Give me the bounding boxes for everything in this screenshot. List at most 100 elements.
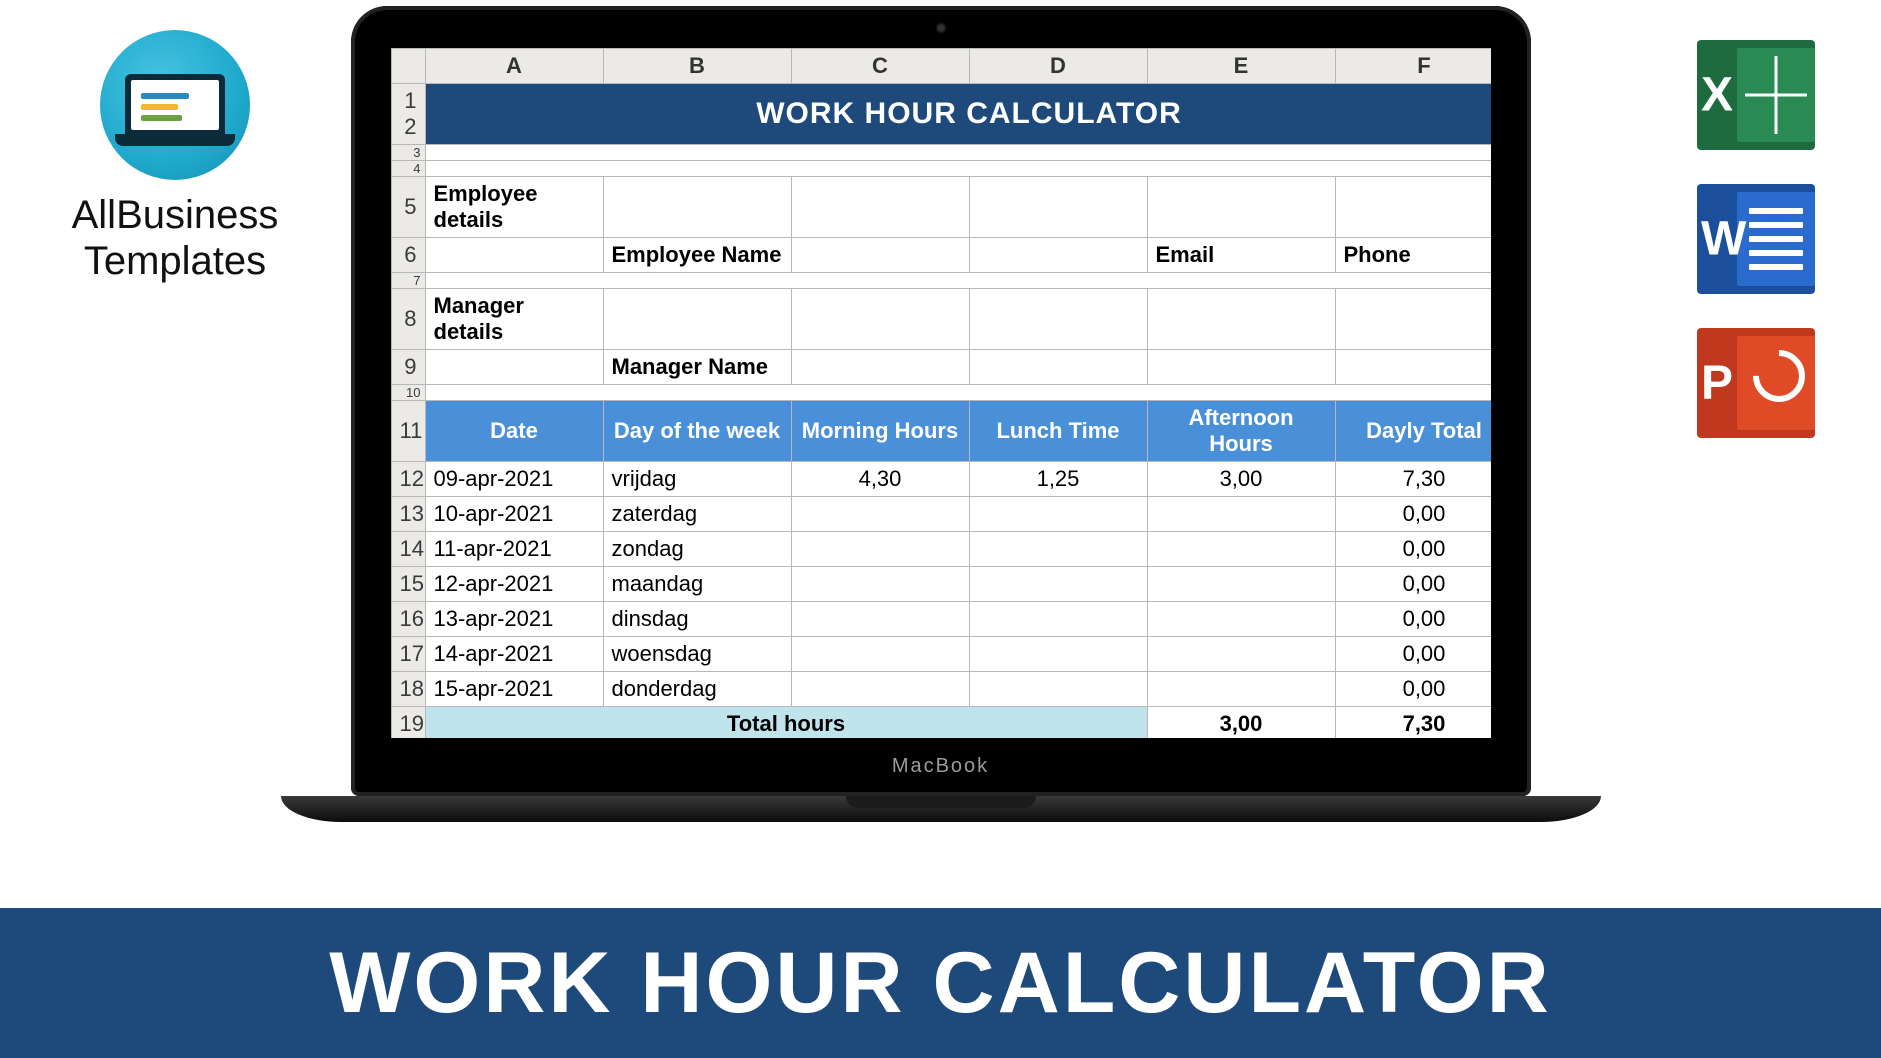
cell-morning[interactable]: [791, 672, 969, 707]
cell-lunch[interactable]: [969, 497, 1147, 532]
cell[interactable]: [791, 238, 969, 273]
row-9[interactable]: 9: [391, 350, 425, 385]
sheet-title[interactable]: WORK HOUR CALCULATOR: [425, 84, 1491, 145]
cell-day[interactable]: donderdag: [603, 672, 791, 707]
cell[interactable]: [1335, 289, 1491, 350]
cell-date[interactable]: 15-apr-2021: [425, 672, 603, 707]
cell-morning[interactable]: [791, 637, 969, 672]
cell-lunch[interactable]: 1,25: [969, 462, 1147, 497]
cell-afternoon[interactable]: [1147, 672, 1335, 707]
cell[interactable]: [603, 289, 791, 350]
cell[interactable]: [1147, 350, 1335, 385]
cell-morning[interactable]: [791, 497, 969, 532]
row-17[interactable]: 17: [391, 637, 425, 672]
cell-afternoon[interactable]: [1147, 532, 1335, 567]
cell-day[interactable]: zaterdag: [603, 497, 791, 532]
cell-date[interactable]: 14-apr-2021: [425, 637, 603, 672]
th-morning[interactable]: Morning Hours: [791, 401, 969, 462]
table-row[interactable]: 1815-apr-2021donderdag 0,00: [391, 672, 1491, 707]
cell-total[interactable]: 7,30: [1335, 462, 1491, 497]
cell-total[interactable]: 0,00: [1335, 497, 1491, 532]
cell[interactable]: [1147, 177, 1335, 238]
th-afternoon[interactable]: Afternoon Hours: [1147, 401, 1335, 462]
employee-name-label[interactable]: Employee Name: [603, 238, 791, 273]
col-D[interactable]: D: [969, 49, 1147, 84]
table-row[interactable]: 1411-apr-2021zondag0,00: [391, 532, 1491, 567]
table-row[interactable]: 1310-apr-2021zaterdag 0,00: [391, 497, 1491, 532]
row-19[interactable]: 19: [391, 707, 425, 739]
row-10[interactable]: 10: [391, 385, 425, 401]
col-F[interactable]: F: [1335, 49, 1491, 84]
cell-date[interactable]: 10-apr-2021: [425, 497, 603, 532]
cell[interactable]: [969, 238, 1147, 273]
cell[interactable]: [425, 350, 603, 385]
cell[interactable]: [425, 385, 1491, 401]
th-total[interactable]: Dayly Total: [1335, 401, 1491, 462]
cell-total[interactable]: 0,00: [1335, 672, 1491, 707]
cell-date[interactable]: 13-apr-2021: [425, 602, 603, 637]
table-row[interactable]: 1209-apr-2021vrijdag4,301,253,007,30: [391, 462, 1491, 497]
cell-date[interactable]: 12-apr-2021: [425, 567, 603, 602]
th-day[interactable]: Day of the week: [603, 401, 791, 462]
cell[interactable]: [425, 238, 603, 273]
cell-day[interactable]: woensdag: [603, 637, 791, 672]
row-7[interactable]: 7: [391, 273, 425, 289]
col-C[interactable]: C: [791, 49, 969, 84]
table-row[interactable]: 1714-apr-2021woensdag 0,00: [391, 637, 1491, 672]
cell-afternoon[interactable]: [1147, 602, 1335, 637]
row-13[interactable]: 13: [391, 497, 425, 532]
row-1[interactable]: 1 2: [391, 84, 425, 145]
cell-lunch[interactable]: [969, 532, 1147, 567]
cell[interactable]: [1147, 289, 1335, 350]
cell-afternoon[interactable]: [1147, 637, 1335, 672]
cell-date[interactable]: 09-apr-2021: [425, 462, 603, 497]
cell[interactable]: [969, 350, 1147, 385]
cell-morning[interactable]: [791, 567, 969, 602]
col-B[interactable]: B: [603, 49, 791, 84]
email-label[interactable]: Email: [1147, 238, 1335, 273]
total-daily[interactable]: 7,30: [1335, 707, 1491, 739]
column-header-row[interactable]: A B C D E F: [391, 49, 1491, 84]
col-A[interactable]: A: [425, 49, 603, 84]
row-5[interactable]: 5: [391, 177, 425, 238]
cell-day[interactable]: dinsdag: [603, 602, 791, 637]
row-6[interactable]: 6: [391, 238, 425, 273]
cell-afternoon[interactable]: [1147, 497, 1335, 532]
cell-morning[interactable]: 4,30: [791, 462, 969, 497]
row-16[interactable]: 16: [391, 602, 425, 637]
cell[interactable]: [969, 177, 1147, 238]
cell-day[interactable]: maandag: [603, 567, 791, 602]
row-15[interactable]: 15: [391, 567, 425, 602]
cell[interactable]: [1335, 177, 1491, 238]
cell-morning[interactable]: [791, 532, 969, 567]
row-18[interactable]: 18: [391, 672, 425, 707]
table-row[interactable]: 1512-apr-2021maandag 0,00: [391, 567, 1491, 602]
row-11[interactable]: 11: [391, 401, 425, 462]
cell-afternoon[interactable]: 3,00: [1147, 462, 1335, 497]
cell[interactable]: [425, 161, 1491, 177]
cell-lunch[interactable]: [969, 602, 1147, 637]
row-14[interactable]: 14: [391, 532, 425, 567]
manager-section-label[interactable]: Manager details: [425, 289, 603, 350]
cell-total[interactable]: 0,00: [1335, 637, 1491, 672]
cell[interactable]: [791, 289, 969, 350]
spreadsheet[interactable]: A B C D E F 1 2 WORK HOUR CALCULATOR: [391, 48, 1491, 738]
cell-lunch[interactable]: [969, 672, 1147, 707]
cell[interactable]: [791, 177, 969, 238]
total-afternoon[interactable]: 3,00: [1147, 707, 1335, 739]
manager-name-label[interactable]: Manager Name: [603, 350, 791, 385]
col-E[interactable]: E: [1147, 49, 1335, 84]
cell-day[interactable]: zondag: [603, 532, 791, 567]
cell-lunch[interactable]: [969, 567, 1147, 602]
cell[interactable]: [425, 273, 1491, 289]
cell-total[interactable]: 0,00: [1335, 567, 1491, 602]
employee-section-label[interactable]: Employee details: [425, 177, 603, 238]
th-date[interactable]: Date: [425, 401, 603, 462]
cell[interactable]: [969, 289, 1147, 350]
cell-total[interactable]: 0,00: [1335, 602, 1491, 637]
select-all-corner[interactable]: [391, 49, 425, 84]
cell[interactable]: [1335, 350, 1491, 385]
cell-total[interactable]: 0,00: [1335, 532, 1491, 567]
table-row[interactable]: 1613-apr-2021dinsdag 0,00: [391, 602, 1491, 637]
total-hours-label[interactable]: Total hours: [425, 707, 1147, 739]
